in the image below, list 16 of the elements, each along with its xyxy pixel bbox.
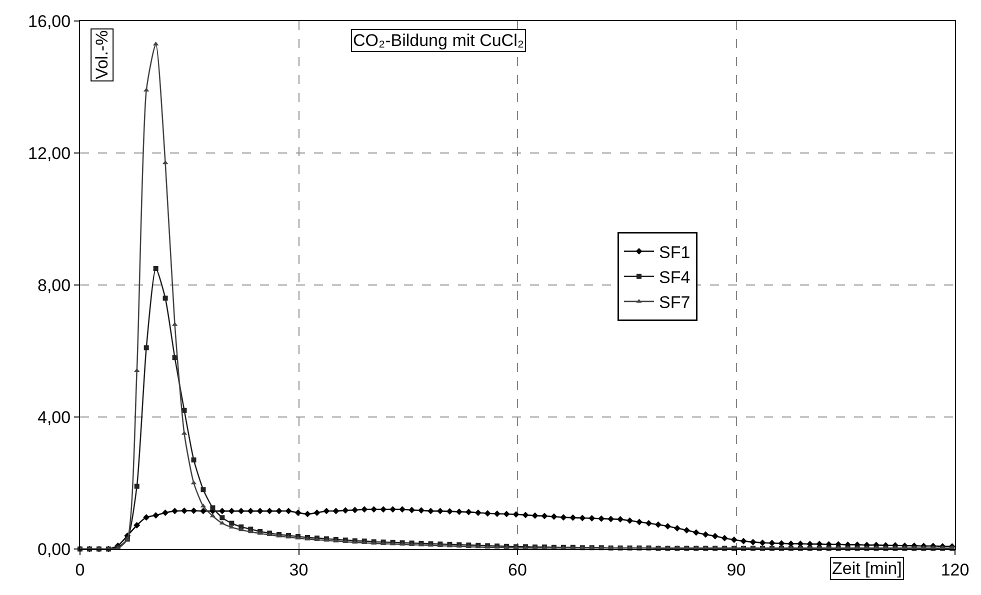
text: CO₂-Bildung mit CuCl₂ xyxy=(353,31,524,50)
legend-label: SF4 xyxy=(659,268,690,287)
y-tick-label: 8,00 xyxy=(38,276,71,295)
legend-label: SF1 xyxy=(659,242,690,262)
x-tick-label: 90 xyxy=(726,560,746,580)
y-axis-title: Vol.-% xyxy=(92,30,112,80)
x-tick-label: 120 xyxy=(940,560,970,580)
x-tick-label: 30 xyxy=(289,560,308,580)
x-tick-label: 0 xyxy=(75,560,85,580)
y-tick-label: 0,00 xyxy=(38,540,71,559)
x-tick-label: 60 xyxy=(508,560,527,580)
y-tick-label: 4,00 xyxy=(38,408,71,427)
y-tick-label: 16,00 xyxy=(28,12,71,31)
x-axis-title: Zeit [min] xyxy=(832,559,902,578)
legend-label: SF7 xyxy=(659,293,690,312)
y-tick-label: 12,00 xyxy=(28,144,71,163)
